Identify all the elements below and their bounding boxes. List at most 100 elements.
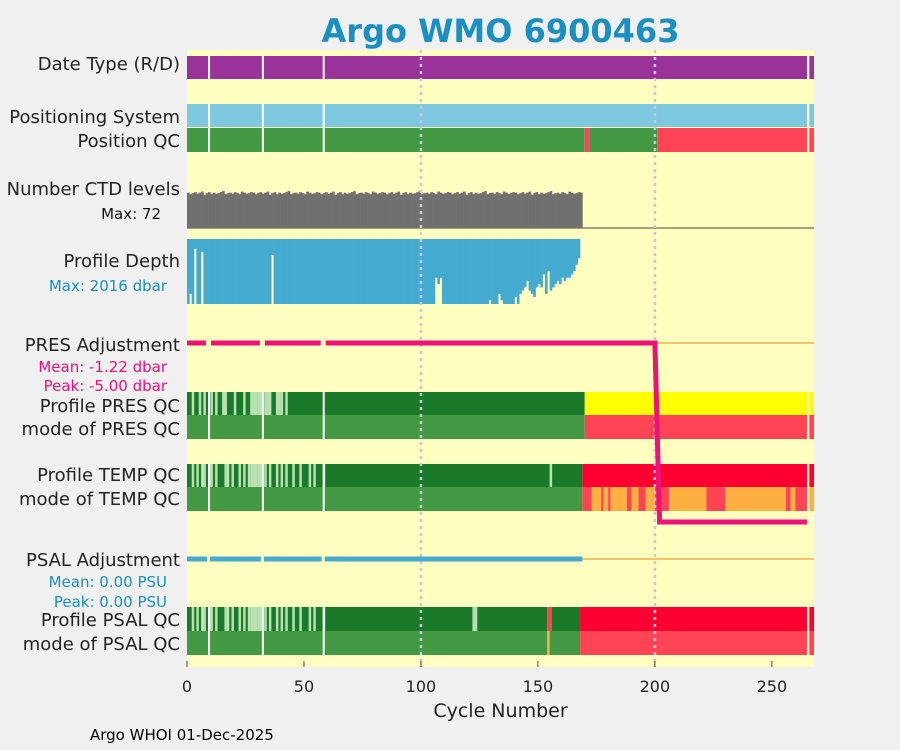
profile-depth-bar xyxy=(570,239,574,275)
ctd-level-bar xyxy=(521,192,525,228)
date_type-gap xyxy=(208,56,211,79)
pres-adjustment-gap xyxy=(206,339,212,347)
ctd-level-bar xyxy=(460,192,464,228)
profile-depth-bar xyxy=(432,239,436,304)
profile_temp_qc-light-tick xyxy=(299,464,302,487)
profile-depth-bar xyxy=(411,239,415,304)
profile-depth-bar xyxy=(203,239,207,304)
profile-depth-bar xyxy=(561,239,564,278)
ctd-level-bar xyxy=(350,192,354,228)
pres-adjustment-line xyxy=(187,340,807,525)
ctd-max-annotation: Max: 72 xyxy=(101,205,161,223)
ctd-level-bar xyxy=(322,193,326,228)
profile-depth-bar xyxy=(472,239,476,304)
profile_temp_qc-light-tick xyxy=(280,464,284,487)
profile_pres_qc-light-tick xyxy=(266,392,270,415)
profile-depth-bar xyxy=(261,239,265,304)
pres-adjustment-gap xyxy=(259,339,265,347)
profile-depth-bar xyxy=(233,239,237,304)
ctd-level-bar xyxy=(512,192,515,228)
ctd-level-bar xyxy=(537,194,541,228)
profile_temp_qc-light-tick xyxy=(292,464,295,487)
pres-adjustment-gap xyxy=(320,339,326,347)
mode_psal_qc-segment xyxy=(187,631,548,655)
profile-depth-bar xyxy=(329,239,333,304)
profile-depth-bar xyxy=(390,239,394,304)
ctd-level-bar xyxy=(266,191,270,228)
profile_psal_qc-light-tick xyxy=(226,607,230,631)
ctd-level-bar xyxy=(568,191,571,228)
psal-mean-annotation: Mean: 0.00 PSU xyxy=(49,573,167,591)
profile-depth-bar xyxy=(224,239,228,304)
depth-max-annotation: Max: 2016 dbar xyxy=(49,277,168,295)
profile_temp_qc-light-tick xyxy=(238,464,241,487)
psal-peak-annotation: Peak: 0.00 PSU xyxy=(54,593,167,611)
mode_psal_qc-segment xyxy=(547,631,550,655)
x-tick-label: 250 xyxy=(757,677,788,696)
profile_psal_qc-light-tick xyxy=(210,607,213,631)
profile_temp_qc-gap xyxy=(322,464,325,487)
profile-depth-bar xyxy=(287,239,291,304)
profile_psal_qc-light-tick xyxy=(252,607,256,631)
profile-depth-bar xyxy=(460,239,464,304)
profile_pres_qc-light-tick xyxy=(243,392,246,415)
x-tick-label: 150 xyxy=(523,677,554,696)
profile-depth-bar xyxy=(210,239,214,304)
profile-depth-bar xyxy=(423,239,426,304)
profile-depth-bar xyxy=(437,239,440,285)
profile-depth-bar xyxy=(341,239,345,304)
profile-depth-bar xyxy=(526,239,529,281)
profile_temp_qc-segment xyxy=(582,464,807,487)
profile-depth-bar xyxy=(343,239,347,304)
profile-depth-bar xyxy=(378,239,382,304)
ctd-level-bar xyxy=(472,194,476,228)
profile_pres_qc-light-tick xyxy=(259,392,263,415)
mode_pres_qc-gap xyxy=(261,415,264,439)
profile-depth-bar xyxy=(434,239,438,278)
mode_pres_qc-segment xyxy=(584,415,807,439)
ctd-level-bar xyxy=(343,192,347,228)
row-label-date-type: Date Type (R/D) xyxy=(38,54,180,75)
profile-depth-bar xyxy=(463,239,466,304)
ctd-level-bar xyxy=(498,193,501,228)
profile_temp_qc-segment xyxy=(187,464,583,487)
profile-depth-bar xyxy=(505,239,508,304)
ctd-level-bar xyxy=(219,192,223,228)
ctd-level-bar xyxy=(292,193,295,228)
profile-depth-bar xyxy=(243,239,246,304)
position_qc-segment xyxy=(809,128,814,152)
ctd-level-bar xyxy=(385,194,389,228)
ctd-level-bar xyxy=(336,193,340,228)
profile-depth-bar xyxy=(259,239,263,304)
ctd-level-bar xyxy=(540,192,543,228)
ctd-level-bar xyxy=(233,192,237,228)
profile_psal_qc-light-tick xyxy=(299,607,302,631)
ctd-level-bar xyxy=(570,192,574,228)
ctd-level-bar xyxy=(533,193,536,228)
profile-depth-bar xyxy=(458,239,462,304)
ctd-level-bar xyxy=(252,192,256,228)
mode_psal_qc-gap xyxy=(322,631,325,655)
x-tick-label: 50 xyxy=(294,677,314,696)
ctd-level-bar xyxy=(474,192,478,228)
ctd-level-bar xyxy=(434,194,438,228)
mode_temp_qc-segment xyxy=(668,487,707,511)
profile-depth-bar xyxy=(523,239,527,288)
ctd-level-bar xyxy=(196,193,199,228)
ctd-level-bar xyxy=(327,193,331,228)
ctd-level-bar xyxy=(484,191,487,228)
profile-depth-bar xyxy=(558,239,562,285)
profile_pres_qc-light-tick xyxy=(224,392,227,415)
ctd-level-bar xyxy=(247,193,251,228)
profile-depth-bar xyxy=(404,239,408,304)
ctd-level-bar xyxy=(201,191,204,228)
profile_psal_qc-gap xyxy=(208,607,211,631)
profile_temp_qc-segment xyxy=(809,464,814,487)
profile-depth-bar xyxy=(198,239,202,304)
profile-depth-bar xyxy=(313,239,316,304)
profile_temp_qc-light-tick xyxy=(313,464,316,487)
positioning_system-segment xyxy=(809,104,814,127)
position_qc-segment xyxy=(584,128,590,152)
profile_pres_qc-segment xyxy=(187,392,585,415)
ctd-level-bar xyxy=(477,193,480,228)
